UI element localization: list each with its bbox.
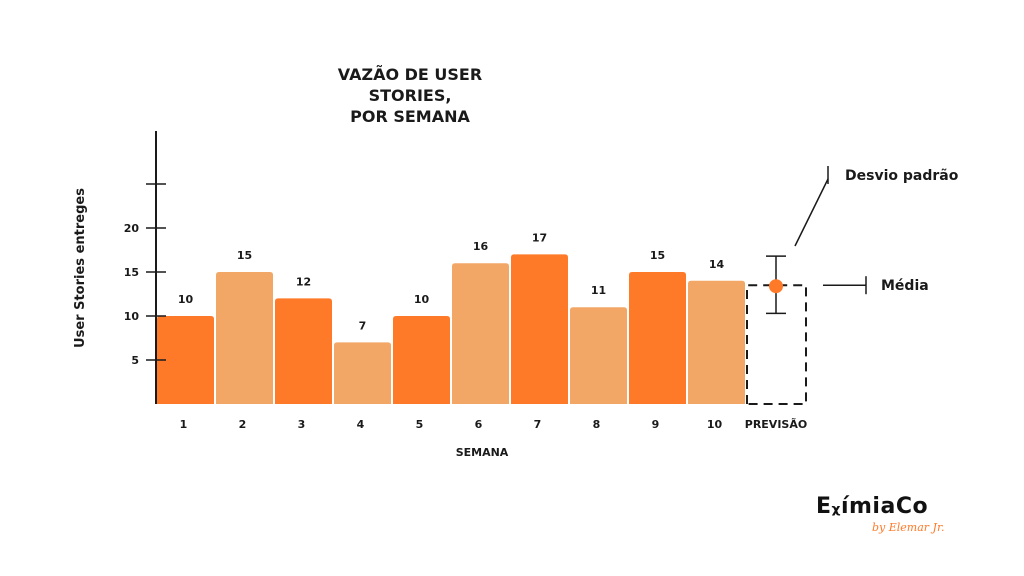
data-label: 16 [473,240,489,253]
bar-week-10 [688,280,745,404]
data-label: 15 [650,249,665,262]
bars-group [157,254,745,404]
bar-week-9 [629,272,686,404]
logo-wordmark: EᵪímiaCo [816,494,929,519]
data-label: 11 [591,284,606,297]
bar-week-4 [334,342,391,404]
data-label: 10 [178,293,194,306]
data-label: 17 [532,231,547,244]
x-tick-label: 8 [593,418,601,431]
x-tick-label-forecast: PREVISÃO [745,418,807,431]
x-tick-label: 2 [239,418,247,431]
x-tick-label: 10 [707,418,723,431]
x-tick-label: 1 [180,418,188,431]
x-tick-label: 5 [416,418,424,431]
forecast-group: Média Desvio padrão [746,166,959,405]
data-labels-group: 10 15 12 7 10 16 17 11 15 14 [178,231,725,332]
x-tick-labels-group: 1 2 3 4 5 6 7 8 9 10 PREVISÃO [180,418,808,431]
y-tick-label: 20 [124,222,140,235]
x-tick-label: 4 [357,418,365,431]
bar-week-7 [511,254,568,404]
chart-title-line-1: VAZÃO DE USER STORIES, [337,65,483,105]
bar-week-6 [452,263,509,404]
std-annotation-label: Desvio padrão [845,168,959,184]
x-tick-label: 6 [475,418,483,431]
forecast-box [746,284,807,405]
bar-week-8 [570,307,627,404]
std-annotation-line [794,178,829,247]
x-tick-label: 9 [652,418,660,431]
bar-week-2 [216,272,273,404]
bar-week-3 [275,298,332,404]
x-tick-label: 7 [534,418,542,431]
chart-title-line-2: POR SEMANA [350,107,470,126]
y-axis-label: User Stories entreges [73,188,88,348]
bar-week-5 [393,316,450,404]
y-axis-group: 5 10 15 20 [124,131,166,404]
mean-annotation-label: Média [881,278,929,294]
y-tick-label: 5 [131,354,139,367]
mean-marker [769,279,783,294]
data-label: 15 [237,249,252,262]
data-label: 7 [359,319,367,332]
chart-title: VAZÃO DE USER STORIES, POR SEMANA [300,64,520,127]
brand-logo: EᵪímiaCo by Elemar Jr. [816,494,946,534]
x-axis-label: SEMANA [456,446,509,459]
logo-tagline: by Elemar Jr. [872,521,945,534]
data-label: 14 [709,258,725,271]
data-label: 12 [296,275,311,288]
data-label: 10 [414,293,430,306]
y-tick-label: 10 [124,310,140,323]
bar-week-1 [157,316,214,404]
x-tick-label: 3 [298,418,306,431]
y-tick-label: 15 [124,266,139,279]
